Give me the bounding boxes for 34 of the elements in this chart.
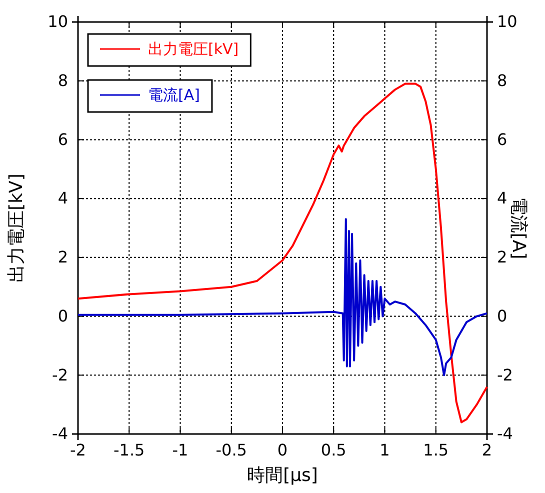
x-tick-label: -0.5 (216, 440, 247, 460)
y2-tick-label: 6 (497, 130, 508, 149)
legend-label: 電流[A] (148, 86, 200, 104)
x-tick-label: 1 (380, 440, 390, 460)
legend-label: 出力電圧[kV] (148, 40, 239, 58)
y2-tick-label: -2 (497, 365, 513, 384)
y2-tick-label: 10 (497, 12, 518, 32)
y2-tick-label: 8 (497, 70, 508, 90)
y2-tick-label: -4 (497, 424, 513, 444)
x-tick-label: 0 (277, 440, 288, 460)
y-tick-label: 2 (58, 248, 68, 267)
y2-tick-label: 0 (497, 306, 508, 326)
x-tick-label: 2 (482, 440, 492, 460)
x-tick-label: -2 (70, 440, 86, 460)
legend-entry: 電流[A] (87, 79, 213, 113)
line-series (77, 218, 488, 376)
x-tick-label: -1.5 (114, 440, 145, 460)
y-tick-label: -4 (52, 424, 68, 444)
y-tick-label: 0 (58, 306, 68, 326)
y-tick-label: 10 (48, 12, 68, 32)
x-tick-label: -1 (172, 440, 188, 460)
legend-entry: 出力電圧[kV] (87, 33, 252, 67)
y2-axis-title: 電流[A] (508, 196, 529, 260)
y2-tick-label: 2 (497, 248, 508, 267)
y-tick-label: 4 (58, 188, 68, 208)
y2-tick-label: 4 (497, 188, 508, 208)
x-tick-label: 1.5 (423, 440, 449, 460)
y-tick-label: 6 (58, 130, 68, 149)
y-axis-title: 出力電圧[kV] (6, 174, 27, 282)
line-series (77, 82, 488, 424)
y-tick-label: -2 (52, 365, 68, 384)
x-axis-title: 時間[μs] (247, 465, 318, 486)
y-tick-label: 8 (58, 70, 68, 90)
x-tick-label: 0.5 (320, 440, 346, 460)
